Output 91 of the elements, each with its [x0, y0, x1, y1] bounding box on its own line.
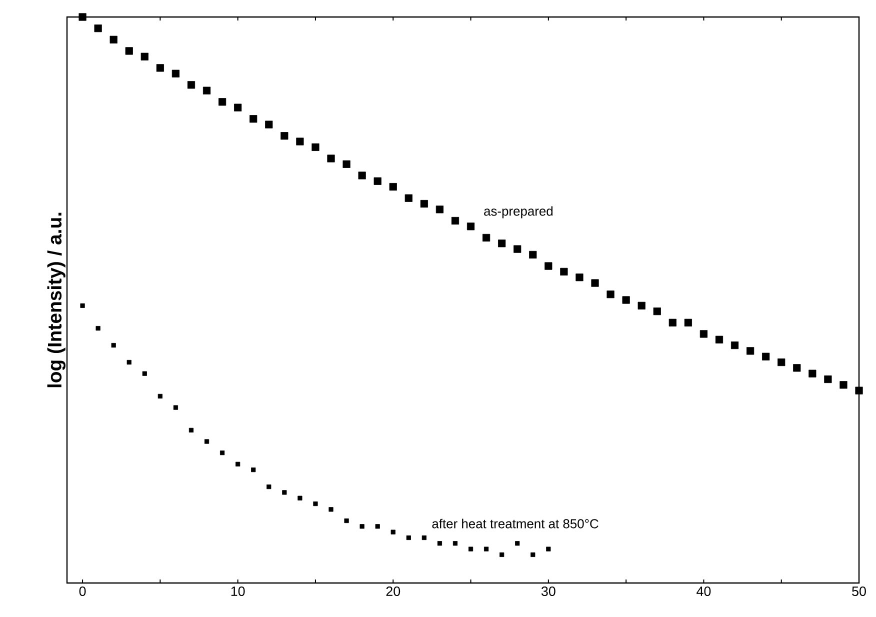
point	[96, 326, 100, 331]
point	[406, 535, 411, 540]
point	[327, 154, 335, 162]
point	[282, 490, 287, 495]
point	[452, 541, 458, 546]
point	[437, 541, 442, 546]
point	[576, 274, 584, 282]
point	[746, 347, 754, 355]
point	[344, 518, 349, 524]
point	[560, 268, 568, 276]
series-label: as-prepared	[484, 206, 553, 218]
point	[234, 104, 242, 112]
point	[466, 222, 475, 230]
point	[156, 64, 164, 72]
point	[265, 120, 273, 128]
x-tick-label: 30	[541, 586, 556, 596]
point	[312, 143, 320, 151]
point	[855, 386, 863, 394]
point	[482, 234, 490, 242]
point	[422, 535, 426, 540]
point	[187, 81, 196, 89]
point	[606, 290, 614, 298]
point	[420, 200, 428, 208]
point	[80, 303, 85, 308]
x-tick-label: 0	[79, 586, 86, 596]
point	[404, 194, 412, 202]
point	[374, 177, 382, 185]
point	[125, 47, 133, 55]
point	[173, 405, 178, 410]
point	[530, 552, 536, 557]
point	[142, 371, 147, 376]
point	[840, 381, 848, 389]
point	[808, 370, 816, 378]
y-axis-title: log (Intensity) / a.u.	[47, 212, 66, 388]
point	[824, 375, 832, 384]
point	[715, 336, 724, 344]
point	[188, 428, 194, 432]
point	[280, 132, 288, 140]
point	[204, 439, 210, 444]
point	[778, 358, 786, 366]
point	[328, 507, 334, 512]
point	[296, 138, 304, 146]
point	[544, 262, 552, 270]
x-tick-label: 10	[231, 586, 245, 596]
point	[591, 279, 599, 287]
point	[762, 352, 770, 360]
point	[360, 524, 364, 529]
point	[172, 70, 180, 78]
point	[218, 98, 226, 106]
point	[358, 172, 366, 180]
point	[700, 330, 708, 338]
point	[514, 245, 522, 253]
point	[730, 341, 739, 350]
point	[110, 36, 118, 44]
point	[529, 250, 537, 259]
point	[375, 524, 380, 529]
point	[500, 552, 504, 557]
point	[220, 450, 225, 456]
x-tick-label: 40	[696, 586, 711, 596]
point	[94, 24, 102, 32]
point	[451, 216, 460, 225]
point	[390, 530, 396, 534]
point	[653, 308, 661, 316]
point	[78, 13, 86, 21]
point	[111, 342, 116, 348]
point	[468, 546, 474, 552]
point	[546, 546, 551, 552]
point	[126, 360, 132, 365]
point	[684, 318, 692, 326]
point	[251, 468, 256, 472]
point	[484, 546, 489, 552]
point	[313, 501, 318, 506]
point	[250, 115, 258, 123]
point	[202, 86, 211, 94]
point	[498, 240, 506, 248]
point	[668, 318, 676, 326]
point	[158, 394, 162, 399]
point	[515, 541, 520, 546]
point	[298, 496, 302, 500]
point	[622, 296, 630, 304]
series-label: after heat treatment at 850°C	[432, 518, 598, 528]
point	[266, 484, 272, 490]
point	[793, 364, 801, 372]
point	[140, 52, 148, 60]
point	[389, 182, 397, 191]
point	[638, 302, 646, 310]
x-tick-label: 50	[852, 586, 866, 596]
point	[436, 206, 444, 214]
x-tick-label: 20	[386, 586, 400, 596]
point	[236, 462, 240, 466]
point	[342, 160, 350, 168]
